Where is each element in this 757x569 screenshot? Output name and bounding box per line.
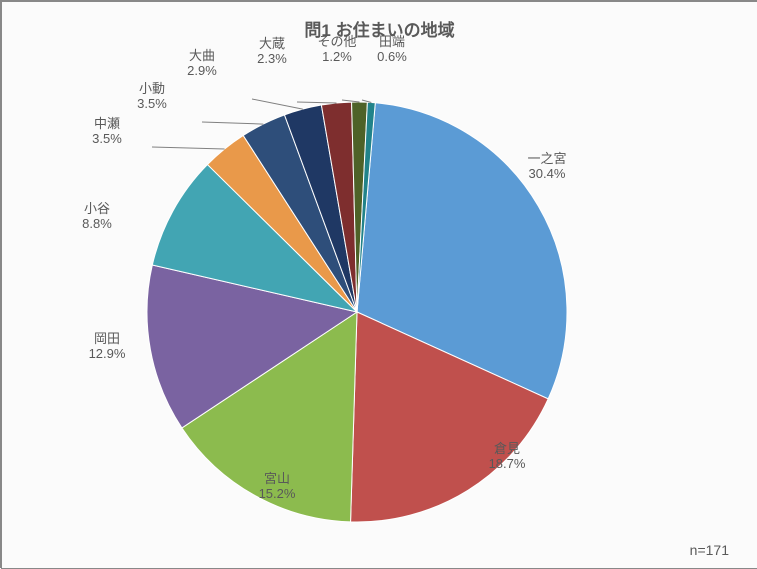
pie-label-name: 大曲 bbox=[187, 49, 217, 64]
pie-label-pct: 30.4% bbox=[527, 167, 566, 182]
pie-label: 小動3.5% bbox=[137, 82, 167, 112]
sample-size: n=171 bbox=[690, 542, 729, 558]
pie-label-pct: 18.7% bbox=[489, 457, 526, 472]
pie-label-pct: 2.9% bbox=[187, 64, 217, 79]
pie-label-pct: 3.5% bbox=[137, 97, 167, 112]
leader-line bbox=[252, 99, 303, 109]
pie-label: 岡田12.9% bbox=[89, 332, 126, 362]
pie-label-name: 小谷 bbox=[82, 202, 112, 217]
pie-label-name: 岡田 bbox=[89, 332, 126, 347]
pie-label-pct: 3.5% bbox=[92, 132, 122, 147]
pie-label: 小谷8.8% bbox=[82, 202, 112, 232]
pie-label-name: 宮山 bbox=[259, 472, 296, 487]
pie-label-name: 小動 bbox=[137, 82, 167, 97]
pie-label: 宮山15.2% bbox=[259, 472, 296, 502]
pie-chart bbox=[2, 2, 757, 569]
leader-line bbox=[202, 122, 263, 124]
pie-label-name: 一之宮 bbox=[527, 152, 566, 167]
pie-label-pct: 0.6% bbox=[377, 50, 407, 65]
pie-label: 一之宮30.4% bbox=[527, 152, 566, 182]
leader-line bbox=[297, 102, 336, 103]
pie-label: 田端0.6% bbox=[377, 35, 407, 65]
pie-label-name: その他 bbox=[317, 35, 356, 50]
pie-label: 大曲2.9% bbox=[187, 49, 217, 79]
pie-label-name: 田端 bbox=[377, 35, 407, 50]
leader-line bbox=[152, 147, 225, 149]
pie-label: 中瀬3.5% bbox=[92, 117, 122, 147]
pie-label-pct: 15.2% bbox=[259, 487, 296, 502]
pie-label-name: 中瀬 bbox=[92, 117, 122, 132]
pie-label-pct: 8.8% bbox=[82, 217, 112, 232]
pie-label-pct: 12.9% bbox=[89, 347, 126, 362]
pie-label: 倉見18.7% bbox=[489, 442, 526, 472]
pie-label-pct: 1.2% bbox=[317, 50, 356, 65]
pie-label-name: 倉見 bbox=[489, 442, 526, 457]
pie-label-name: 大蔵 bbox=[257, 37, 287, 52]
pie-label-pct: 2.3% bbox=[257, 52, 287, 67]
pie-label: その他1.2% bbox=[317, 35, 356, 65]
pie-label: 大蔵2.3% bbox=[257, 37, 287, 67]
